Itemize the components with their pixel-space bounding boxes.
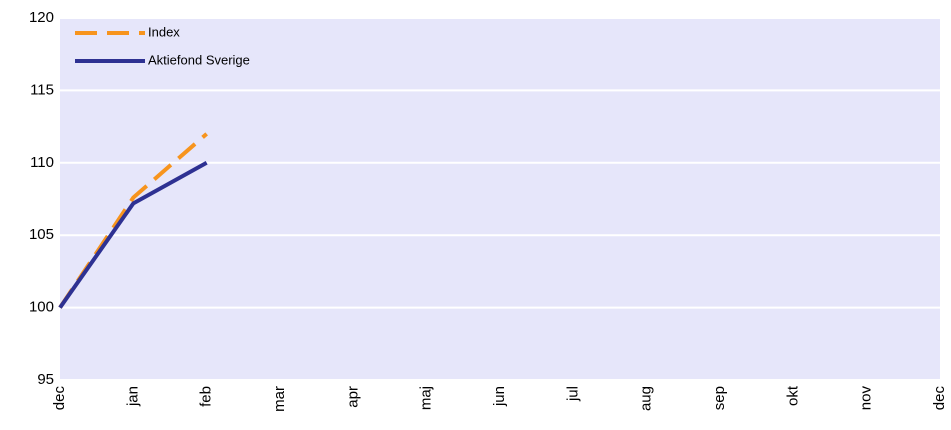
y-tick-label: 100 — [29, 299, 54, 316]
y-tick-label: 115 — [30, 81, 54, 98]
y-tick-label: 110 — [30, 154, 54, 171]
y-tick-label: 105 — [29, 226, 54, 243]
y-tick-label: 120 — [29, 9, 54, 26]
y-tick-label: 95 — [37, 371, 54, 388]
x-tick-label: apr — [344, 386, 361, 408]
legend-label: Index — [148, 24, 180, 39]
x-tick-label: mar — [271, 386, 288, 412]
x-tick-label: dec — [931, 386, 948, 411]
x-tick-label: dec — [51, 386, 68, 411]
legend-label: Aktiefond Sverige — [148, 52, 250, 67]
x-tick-label: jun — [491, 386, 508, 407]
plot-area — [60, 18, 940, 380]
x-tick-label: jan — [124, 386, 141, 407]
x-tick-label: nov — [858, 386, 875, 411]
x-tick-label: jul — [564, 386, 581, 402]
x-tick-label: maj — [418, 386, 435, 410]
x-tick-label: okt — [784, 385, 801, 406]
x-tick-label: feb — [198, 386, 215, 407]
x-tick-label: aug — [638, 386, 655, 411]
line-series — [58, 161, 208, 309]
x-tick-label: sep — [711, 386, 728, 410]
